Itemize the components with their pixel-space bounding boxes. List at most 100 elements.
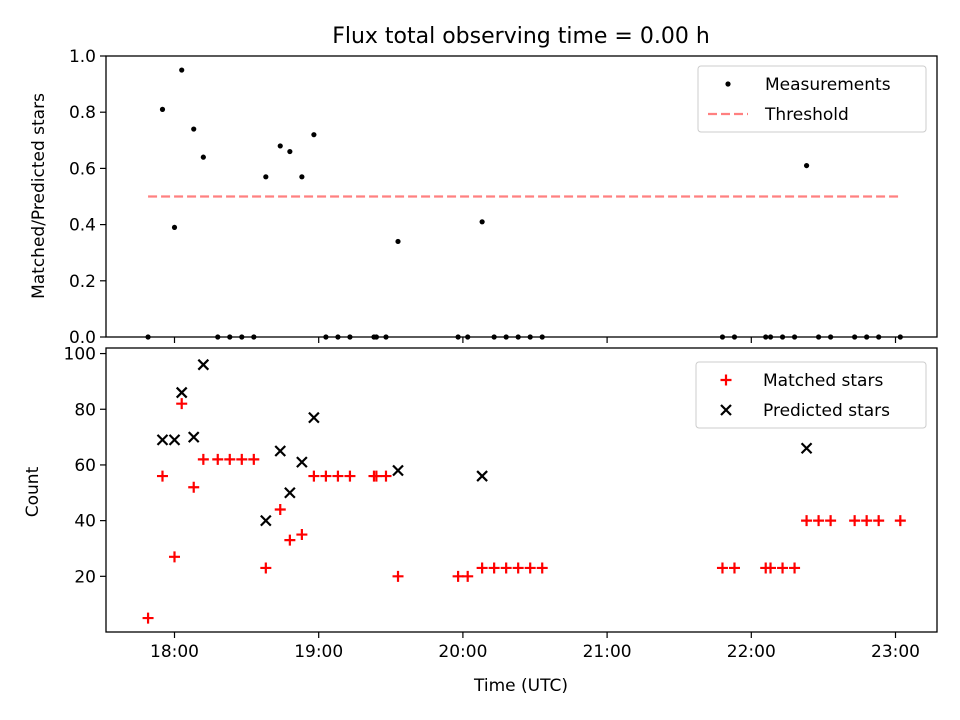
measurements-point [311,132,317,138]
measurements-point [227,334,233,340]
matched-stars-point [536,562,548,574]
matched-stars-point [212,453,224,465]
matched-stars-point [861,515,873,527]
matched-stars-point [512,562,524,574]
measurements-point [159,106,166,112]
measurements-point [828,334,834,340]
x-tick-label: 23:00 [871,642,920,662]
measurements-point [815,334,822,340]
matched-stars-point [188,481,200,493]
legend-predicted-stars-swatch [720,404,732,416]
axes-frame [105,55,938,338]
matched-stars-point [789,562,801,574]
matched-stars-point [248,453,260,465]
measurements-point [491,334,497,340]
matched-stars-point [476,562,488,574]
top-panel: Matched/Predicted stars 0.0 0.2 0.4 0.6 0.8 1… [29,47,938,348]
legend: Matched stars Predicted stars [695,361,927,429]
measurements-point [335,334,341,340]
predicted-stars-point [187,431,200,443]
predicted-stars-point [260,514,272,527]
measurements-point [347,334,353,340]
measurements-point [779,334,786,340]
legend-matched-stars-swatch [720,374,732,386]
matched-stars-point [142,612,154,624]
legend: Measurements Threshold [697,65,927,133]
predicted-stars-point [175,386,188,399]
x-tick-label: 18:00 [150,642,199,662]
measurements-point [803,162,810,169]
matched-stars-point [284,534,296,546]
matched-stars-point [224,453,236,465]
y-tick-label: 60 [74,456,96,476]
matched-stars-point [156,470,168,482]
legend-label: Threshold [764,105,849,125]
predicted-stars-point [284,487,296,499]
predicted-stars-point [168,434,181,446]
matched-stars-point [260,562,272,574]
x-tick-label: 19:00 [294,642,343,662]
matched-stars-point [894,515,906,527]
matched-stars-point [873,515,885,527]
matched-stars-point [716,562,728,574]
measurements-point [299,174,305,180]
matched-stars-point [813,515,825,527]
predicted-stars-point [392,464,404,477]
matched-stars-point [274,503,286,515]
predicted-stars-point [296,456,308,468]
legend-measurements-swatch [725,81,731,87]
matched-stars-point [169,551,180,563]
matched-stars-point [344,470,356,482]
matched-stars-point [332,470,344,482]
matched-stars-point [825,515,837,527]
measurements-point [852,334,858,340]
bottom-y-axis-label: Count [23,466,43,517]
matched-stars-point [728,562,740,574]
predicted-stars-point [197,358,210,371]
measurements-point [287,148,293,155]
predicted-stars-point [476,470,488,482]
legend-label: Predicted stars [763,401,890,421]
measurements-point [465,334,471,340]
measurements-point [383,334,389,340]
measurements-point [251,334,257,340]
measurements-point [215,334,221,340]
measurements-point [503,334,509,340]
y-tick-label: 0.2 [69,272,96,292]
matched-stars-point [236,453,248,465]
measurements-point [527,334,533,340]
top-y-axis-label: Matched/Predicted stars [29,93,49,299]
matched-stars-point [462,570,474,582]
legend-label: Matched stars [763,371,883,391]
measurements-point [171,224,178,231]
measurements-point [719,334,726,340]
matched-stars-point [197,453,209,465]
x-tick-label: 21:00 [583,642,632,662]
measurements-point [191,126,197,132]
measurements-point [876,334,882,340]
matched-stars-point [380,470,392,482]
measurements-point [277,143,283,149]
measurements-point [179,67,185,73]
measurements-point [897,334,903,340]
matched-stars-point [452,570,464,582]
y-tick-label: 0.8 [69,103,96,123]
measurements-point [864,334,870,340]
matched-stars-point [777,562,789,574]
matched-stars-point [370,470,382,482]
matched-stars-point [524,562,536,574]
measurements-point [479,219,485,225]
measurements-point [373,334,379,340]
chart-title: Flux total observing time = 0.00 h [332,24,710,49]
y-tick-label: 0.6 [69,159,96,179]
x-axis-label: Time (UTC) [473,676,568,696]
y-tick-label: 40 [74,512,96,532]
measurements-point [395,238,401,245]
bottom-panel: Count Time (UTC) 20 40 60 80 100 18:00 19:00 20… [23,345,938,696]
legend-label: Measurements [765,75,891,95]
legend-box [697,65,927,133]
x-tick-label: 22:00 [727,642,776,662]
axes-frame [105,347,938,633]
matched-stars-point [320,470,332,482]
